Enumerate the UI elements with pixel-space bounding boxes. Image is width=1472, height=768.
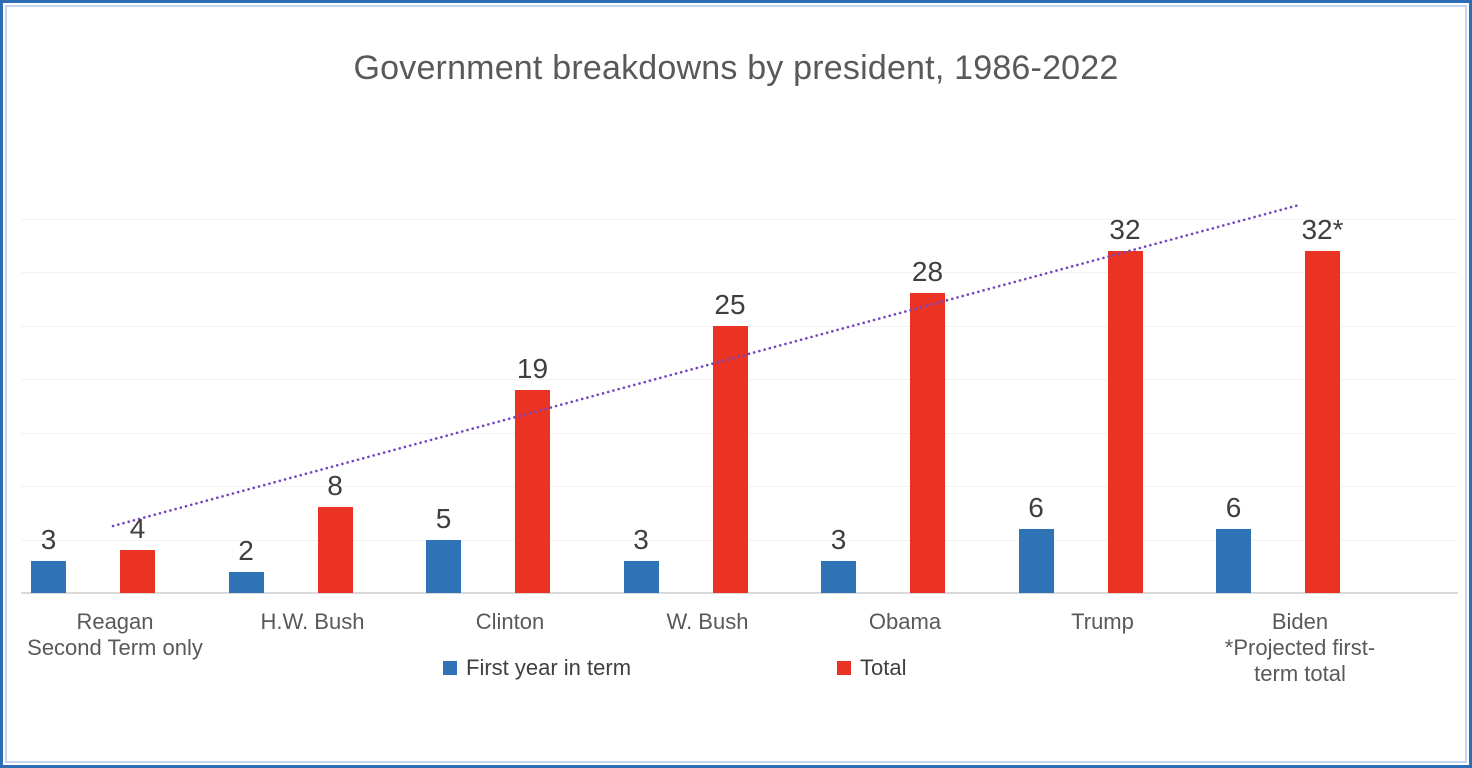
- category-label-obama: Obama: [797, 609, 1013, 635]
- legend-swatch-first-year-in-term: [443, 661, 457, 675]
- legend-item-total: Total: [837, 655, 906, 681]
- bar-total-biden: [1305, 250, 1340, 593]
- bar-first-year-in-term-obama: [821, 560, 856, 593]
- data-label-first-year-in-term-reagan: 3: [40, 523, 57, 555]
- data-label-first-year-in-term-biden: 6: [1225, 491, 1242, 523]
- category-label-line: Obama: [868, 609, 942, 634]
- data-label-total-biden: 32*: [1301, 213, 1344, 245]
- category-label-h-w-bush: H.W. Bush: [205, 609, 421, 635]
- bar-first-year-in-term-h-w-bush: [228, 571, 264, 593]
- legend-item-first-year-in-term: First year in term: [443, 655, 631, 681]
- bar-total-trump: [1107, 250, 1143, 593]
- bar-total-clinton: [515, 389, 550, 593]
- gridline-30: [21, 272, 1458, 273]
- bar-total-obama: [910, 293, 945, 593]
- data-label-first-year-in-term-clinton: 5: [435, 502, 452, 534]
- category-label-line: Clinton: [475, 609, 545, 634]
- category-label-line: W. Bush: [666, 609, 749, 634]
- gridline-35: [21, 218, 1458, 220]
- data-label-total-reagan: 4: [129, 513, 146, 545]
- data-label-total-w-bush: 25: [714, 288, 746, 320]
- bar-first-year-in-term-biden: [1216, 528, 1251, 593]
- data-label-total-obama: 28: [911, 256, 944, 288]
- bar-total-h-w-bush: [317, 507, 353, 593]
- category-label-biden: Biden *Projected first-term total: [1192, 609, 1408, 687]
- plot-area: 3 2 5 3 3 6 6 4 8 19 25 28 32 32* Reagan Second Term on…: [3, 3, 1469, 765]
- data-label-total-h-w-bush: 8: [327, 470, 343, 502]
- bar-first-year-in-term-clinton: [426, 539, 461, 593]
- bar-first-year-in-term-w-bush: [623, 560, 659, 593]
- data-label-first-year-in-term-trump: 6: [1028, 491, 1044, 523]
- category-label-w-bush: W. Bush: [600, 609, 816, 635]
- data-label-total-trump: 32: [1109, 213, 1141, 245]
- category-label-line: term total: [1254, 661, 1346, 686]
- category-label-line: Biden: [1271, 609, 1329, 634]
- category-label-line: Second Term only: [27, 635, 203, 660]
- category-label-trump: Trump: [995, 609, 1211, 635]
- legend-label: First year in term: [466, 655, 632, 680]
- bar-first-year-in-term-reagan: [31, 560, 66, 593]
- legend-label: Total: [860, 655, 907, 680]
- category-label-clinton: Clinton: [402, 609, 618, 635]
- data-label-first-year-in-term-obama: 3: [830, 523, 847, 555]
- legend-swatch-total: [837, 661, 851, 675]
- bar-total-reagan: [120, 550, 155, 593]
- category-label-reagan: Reagan Second Term only: [7, 609, 223, 661]
- data-label-first-year-in-term-w-bush: 3: [633, 523, 649, 555]
- category-label-line: Trump: [1071, 609, 1134, 634]
- x-axis-line: [21, 592, 1458, 594]
- data-label-first-year-in-term-h-w-bush: 2: [238, 534, 254, 566]
- bar-total-w-bush: [712, 325, 748, 593]
- category-label-line: H.W. Bush: [260, 609, 365, 634]
- bar-first-year-in-term-trump: [1018, 528, 1054, 593]
- chart-title: Government breakdowns by president, 1986…: [353, 49, 1119, 87]
- category-label-line: *Projected first-: [1224, 635, 1376, 660]
- data-label-total-clinton: 19: [516, 352, 549, 384]
- category-label-line: Reagan: [76, 609, 154, 634]
